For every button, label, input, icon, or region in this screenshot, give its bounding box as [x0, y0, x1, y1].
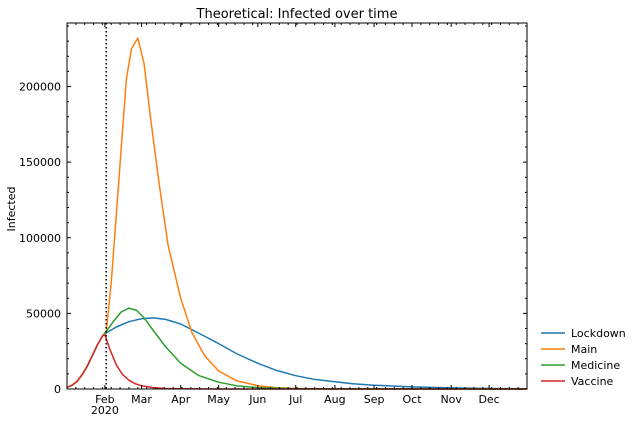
chart-title: Theoretical: Infected over time — [196, 7, 398, 22]
x-tick-label: May — [207, 393, 230, 406]
legend: Lockdown Main Medicine Vaccine — [541, 327, 626, 388]
plot-frame — [66, 22, 528, 390]
series-line-main — [66, 37, 528, 390]
legend-label-lockdown: Lockdown — [571, 327, 626, 340]
legend-label-main: Main — [571, 343, 597, 356]
x-year-label: 2020 — [91, 404, 119, 417]
x-tick-label: Sep — [364, 393, 385, 406]
x-tick-label: Jul — [288, 393, 302, 406]
series-line-lockdown — [66, 317, 528, 390]
x-tick-label: Aug — [324, 393, 345, 406]
legend-label-vaccine: Vaccine — [571, 375, 614, 388]
axes: 0 50000 100000 150000 200000 Feb Mar Apr May Jun J… — [19, 22, 528, 417]
y-tick-label: 50000 — [26, 307, 61, 320]
x-tick-label: Feb — [95, 393, 114, 406]
x-tick-label: Dec — [478, 393, 499, 406]
y-tick-label: 200000 — [19, 81, 61, 94]
x-tick-label: Apr — [171, 393, 191, 406]
series-line-vaccine — [66, 333, 527, 390]
x-tick-label: Jun — [248, 393, 266, 406]
y-axis-label: Infected — [5, 187, 18, 232]
x-tick-label: Mar — [131, 393, 152, 406]
series-lines — [66, 37, 528, 390]
y-tick-label: 0 — [54, 383, 61, 396]
x-tick-label: Nov — [440, 393, 462, 406]
y-tick-label: 150000 — [19, 156, 61, 169]
legend-label-medicine: Medicine — [571, 359, 620, 372]
x-tick-label: Oct — [402, 393, 422, 406]
y-tick-label: 100000 — [19, 232, 61, 245]
